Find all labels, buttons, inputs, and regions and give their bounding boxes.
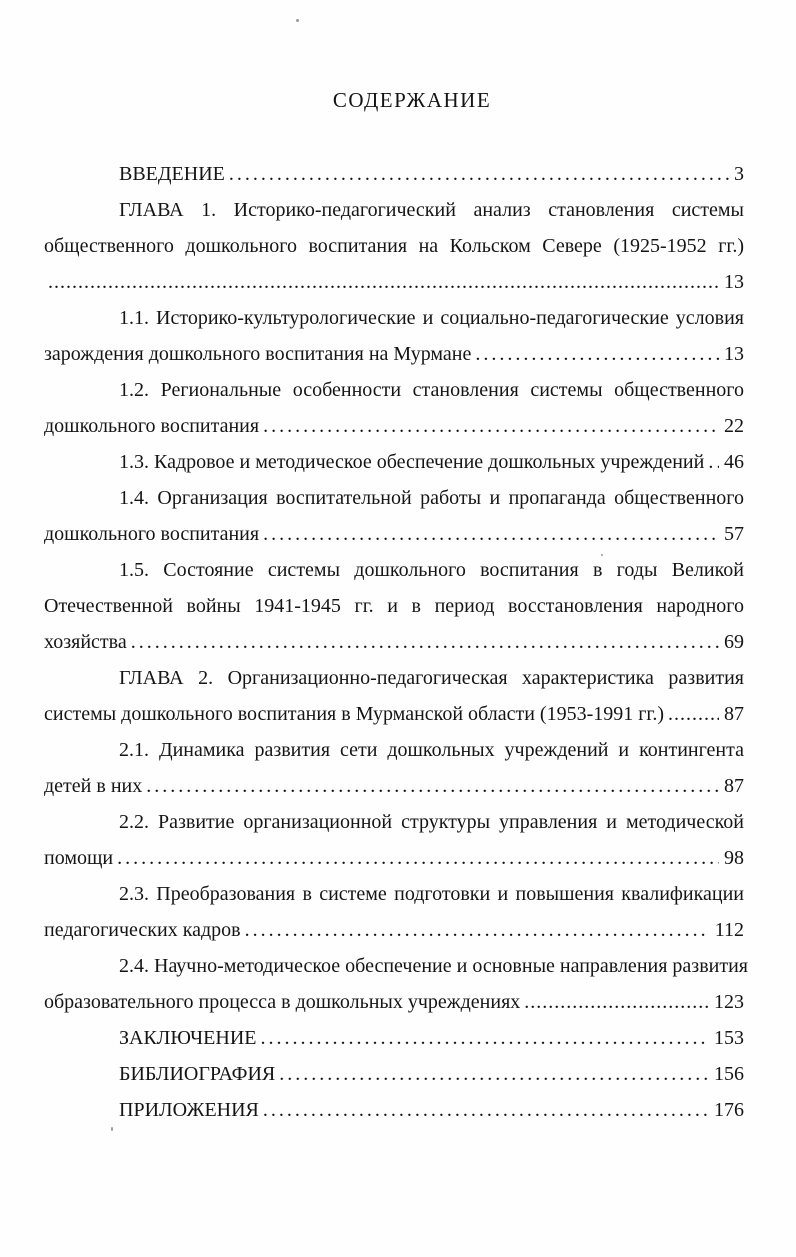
toc-page-number: 13 xyxy=(724,343,744,365)
toc-line: ЗАКЛЮЧЕНИЕ..............................… xyxy=(44,1020,744,1056)
dot-leader: ........................................… xyxy=(263,415,719,437)
toc-page-number: 98 xyxy=(724,847,744,869)
scan-speck xyxy=(111,1127,113,1131)
table-of-contents: ВВЕДЕНИЕ................................… xyxy=(44,156,748,1128)
toc-page-number: 153 xyxy=(714,1027,744,1049)
toc-line: ГЛАВА 2. Организационно-педагогическая х… xyxy=(44,660,744,696)
toc-entry-text: 2.3. Преобразования в системе подготовки… xyxy=(119,883,744,905)
toc-line: БИБЛИОГРАФИЯ............................… xyxy=(44,1056,744,1092)
toc-entry-text: ЗАКЛЮЧЕНИЕ xyxy=(119,1027,257,1049)
toc-entry-text: 1.3. Кадровое и методическое обеспечение… xyxy=(119,451,705,473)
toc-entry-text: дошкольного воспитания xyxy=(44,415,260,437)
toc-entry-text: педагогических кадров xyxy=(44,919,241,941)
dot-leader: ........................................… xyxy=(117,847,719,869)
dot-leader: ........................................… xyxy=(668,703,719,725)
toc-entry-text: 1.5. Состояние системы дошкольного воспи… xyxy=(119,559,744,581)
toc-entry-text: 1.2. Региональные особенности становлени… xyxy=(119,379,744,401)
toc-entry-text: ВВЕДЕНИЕ xyxy=(119,163,225,185)
toc-line: 1.5. Состояние системы дошкольного воспи… xyxy=(44,552,744,588)
dot-leader: ........................................… xyxy=(475,343,719,365)
dot-leader: ........................................… xyxy=(263,523,719,545)
toc-line: образовательного процесса в дошкольных у… xyxy=(44,984,744,1020)
dot-leader: ........................................… xyxy=(262,1099,709,1121)
toc-line: ВВЕДЕНИЕ................................… xyxy=(44,156,744,192)
toc-entry-text: образовательного процесса в дошкольных у… xyxy=(44,991,521,1013)
toc-entry-text: системы дошкольного воспитания в Мурманс… xyxy=(44,703,665,725)
toc-entry-text: ГЛАВА 1. Историко-педагогический анализ … xyxy=(119,199,744,221)
dot-leader: ........................................… xyxy=(228,163,733,185)
toc-page-number: 176 xyxy=(714,1099,744,1121)
toc-line: педагогических кадров...................… xyxy=(44,912,744,948)
toc-page-number: 123 xyxy=(714,991,744,1013)
dot-leader: ........................................… xyxy=(708,451,719,473)
toc-line: системы дошкольного воспитания в Мурманс… xyxy=(44,696,744,732)
toc-entry-text: хозяйства xyxy=(44,631,127,653)
toc-entry-text: 1.1. Историко-культурологические и социа… xyxy=(119,307,744,329)
toc-page-number: 57 xyxy=(724,523,744,545)
toc-entry-text: детей в них xyxy=(44,775,143,797)
toc-page-number: 87 xyxy=(724,703,744,725)
toc-line: 1.1. Историко-культурологические и социа… xyxy=(44,300,744,336)
toc-entry-text: зарождения дошкольного воспитания на Мур… xyxy=(44,343,472,365)
toc-line: помощи..................................… xyxy=(44,840,744,876)
toc-line: хозяйства...............................… xyxy=(44,624,744,660)
scan-speck xyxy=(601,554,603,556)
toc-entry-text: 2.4. Научно-методическое обеспечение и о… xyxy=(119,955,748,977)
dot-leader: ........................................… xyxy=(48,271,719,293)
toc-line: 1.2. Региональные особенности становлени… xyxy=(44,372,744,408)
toc-entry-text: ПРИЛОЖЕНИЯ xyxy=(119,1099,259,1121)
dot-leader: ........................................… xyxy=(279,1063,709,1085)
toc-line: Отечественной войны 1941-1945 гг. и в пе… xyxy=(44,588,744,624)
toc-entry-text: 2.1. Динамика развития сети дошкольных у… xyxy=(119,739,744,761)
dot-leader: ........................................… xyxy=(130,631,719,653)
toc-page-number: 69 xyxy=(724,631,744,653)
toc-line: детей в них.............................… xyxy=(44,768,744,804)
toc-entry-text: дошкольного воспитания xyxy=(44,523,260,545)
toc-page-number: 3 xyxy=(734,163,744,185)
toc-line: 1.3. Кадровое и методическое обеспечение… xyxy=(44,444,744,480)
toc-entry-text: 1.4. Организация воспитательной работы и… xyxy=(119,487,744,509)
dot-leader: ........................................… xyxy=(260,1027,709,1049)
toc-line: ........................................… xyxy=(44,264,744,300)
toc-line: дошкольного воспитания..................… xyxy=(44,516,744,552)
toc-page-number: 87 xyxy=(724,775,744,797)
toc-line: общественного дошкольного воспитания на … xyxy=(44,228,744,264)
toc-line: 2.4. Научно-методическое обеспечение и о… xyxy=(44,948,748,984)
toc-line: 2.1. Динамика развития сети дошкольных у… xyxy=(44,732,744,768)
dot-leader: ........................................… xyxy=(524,991,709,1013)
dot-leader: ........................................… xyxy=(244,919,710,941)
toc-line: ГЛАВА 1. Историко-педагогический анализ … xyxy=(44,192,744,228)
toc-line: 2.2. Развитие организационной структуры … xyxy=(44,804,744,840)
toc-entry-text: 2.2. Развитие организационной структуры … xyxy=(119,811,744,833)
toc-line: 2.3. Преобразования в системе подготовки… xyxy=(44,876,744,912)
toc-page-number: 13 xyxy=(724,271,744,293)
toc-line: дошкольного воспитания..................… xyxy=(44,408,744,444)
toc-line: ПРИЛОЖЕНИЯ..............................… xyxy=(44,1092,744,1128)
page-title: СОДЕРЖАНИЕ xyxy=(332,88,492,112)
dot-leader: ........................................… xyxy=(146,775,719,797)
toc-entry-text: БИБЛИОГРАФИЯ xyxy=(119,1063,276,1085)
toc-entry-text: Отечественной войны 1941-1945 гг. и в пе… xyxy=(44,595,744,617)
scan-speck xyxy=(296,19,299,22)
toc-entry-text: помощи xyxy=(44,847,114,869)
toc-line: 1.4. Организация воспитательной работы и… xyxy=(44,480,744,516)
toc-page-number: 22 xyxy=(724,415,744,437)
toc-entry-text: общественного дошкольного воспитания на … xyxy=(44,235,744,257)
toc-entry-text: ГЛАВА 2. Организационно-педагогическая х… xyxy=(119,667,744,689)
toc-page-number: 156 xyxy=(714,1063,744,1085)
toc-line: зарождения дошкольного воспитания на Мур… xyxy=(44,336,744,372)
toc-page-number: 112 xyxy=(714,919,744,941)
toc-page-number: 46 xyxy=(724,451,744,473)
